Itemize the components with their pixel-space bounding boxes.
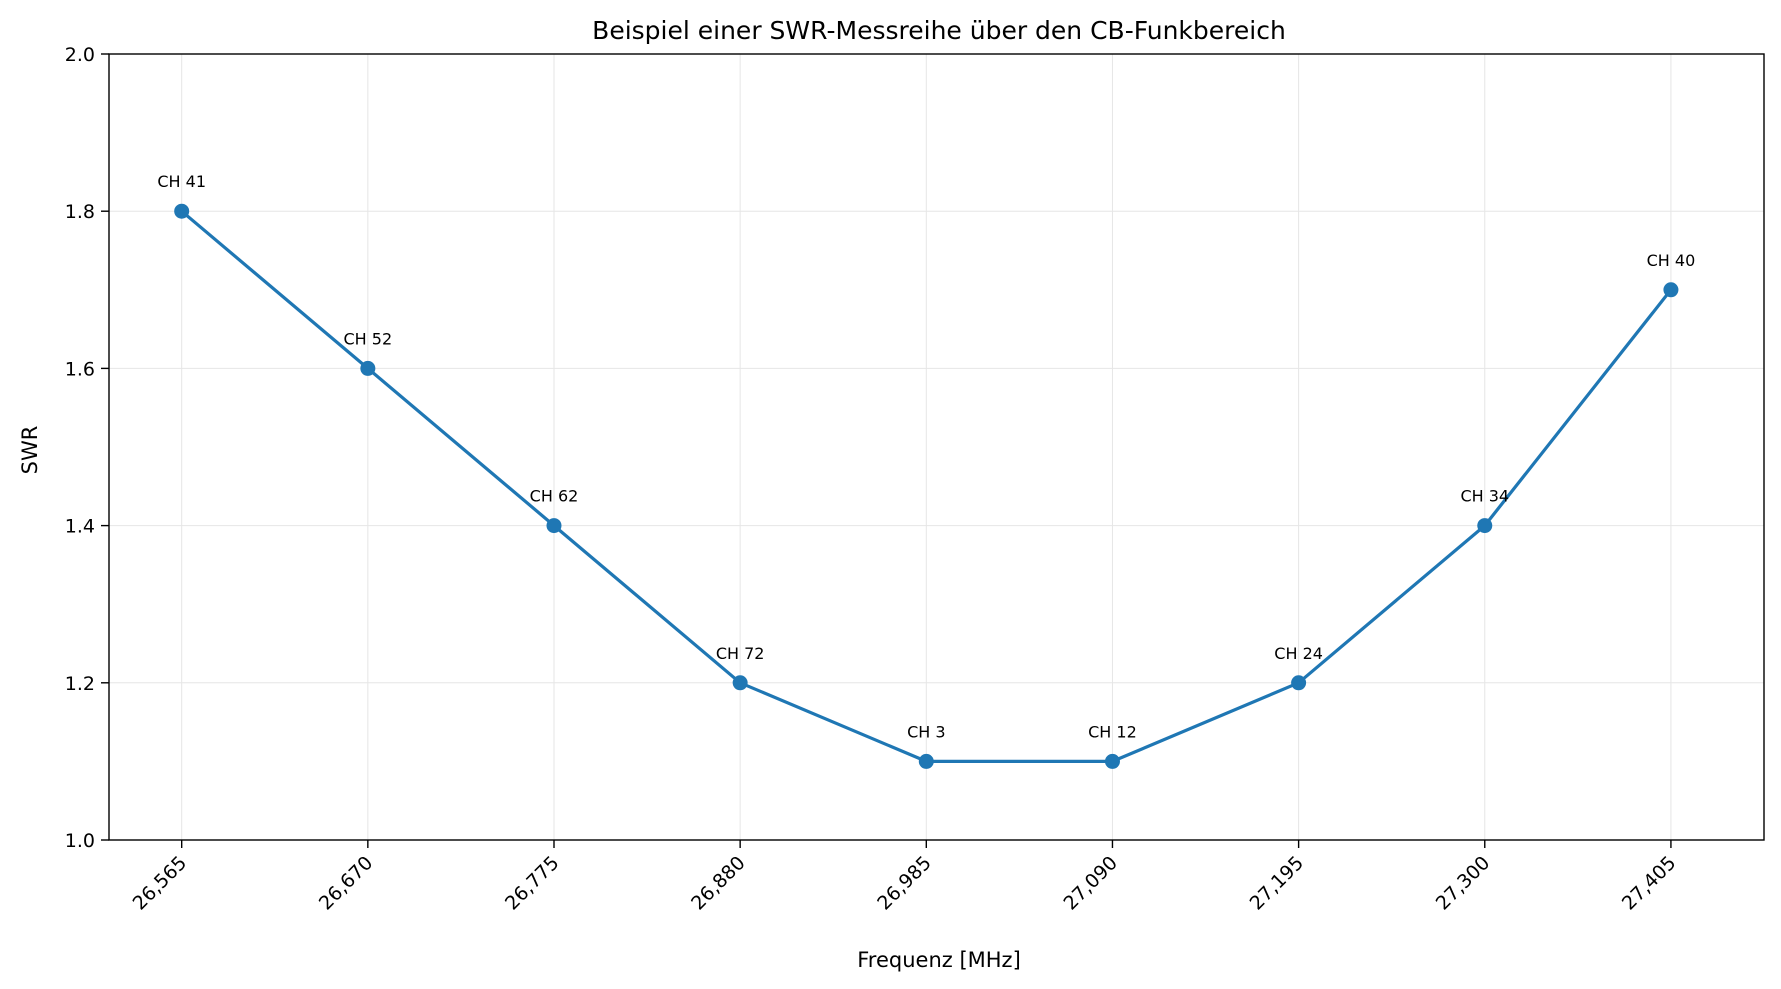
x-tick-label: 27,090 [1059, 852, 1122, 915]
chart-title: Beispiel einer SWR-Messreihe über den CB… [592, 16, 1286, 45]
point-label: CH 72 [716, 644, 765, 663]
point-label: CH 52 [344, 329, 393, 348]
y-tick-label: 1.2 [65, 673, 95, 695]
data-point [174, 203, 190, 219]
point-label: CH 24 [1274, 644, 1323, 663]
y-axis-label: SWR [18, 426, 42, 475]
x-tick-label: 27,300 [1432, 852, 1495, 915]
y-tick-label: 2.0 [65, 44, 95, 66]
point-label: CH 62 [530, 487, 579, 506]
x-tick-label: 27,405 [1618, 852, 1681, 915]
plot-frame [108, 53, 1765, 841]
point-label: CH 41 [157, 172, 206, 191]
x-tick-label: 26,880 [687, 852, 750, 915]
y-tick-label: 1.4 [65, 516, 95, 538]
data-point [360, 360, 376, 376]
x-axis-label: Frequenz [MHz] [857, 948, 1021, 972]
axes: 1.0 1.2 1.4 1.6 1.8 2.0 26,565 26,670 26,775 26,8… [65, 44, 1765, 915]
x-tick-label: 26,670 [315, 852, 378, 915]
y-tick-label: 1.0 [65, 830, 95, 852]
labels: Beispiel einer SWR-Messreihe über den CB… [18, 16, 1286, 972]
x-tick-label: 26,985 [873, 852, 936, 915]
data-point [1663, 282, 1679, 298]
point-label: CH 34 [1460, 487, 1509, 506]
plot-area: CH 41 CH 52 CH 62 CH 72 CH 3 CH 12 CH 24 CH 34 C… [157, 172, 1695, 769]
point-label: CH 40 [1647, 251, 1696, 270]
data-point [1291, 675, 1307, 691]
x-tick-label: 26,775 [501, 852, 564, 915]
x-tick-label: 26,565 [129, 852, 192, 915]
y-tick-label: 1.8 [65, 201, 95, 223]
point-label: CH 3 [907, 722, 945, 741]
data-point [732, 675, 748, 691]
point-label: CH 12 [1088, 722, 1137, 741]
data-point [918, 753, 934, 769]
data-point [546, 518, 562, 534]
data-point [1477, 518, 1493, 534]
data-point [1104, 753, 1120, 769]
y-tick-label: 1.6 [65, 358, 95, 380]
x-tick-label: 27,195 [1246, 852, 1309, 915]
